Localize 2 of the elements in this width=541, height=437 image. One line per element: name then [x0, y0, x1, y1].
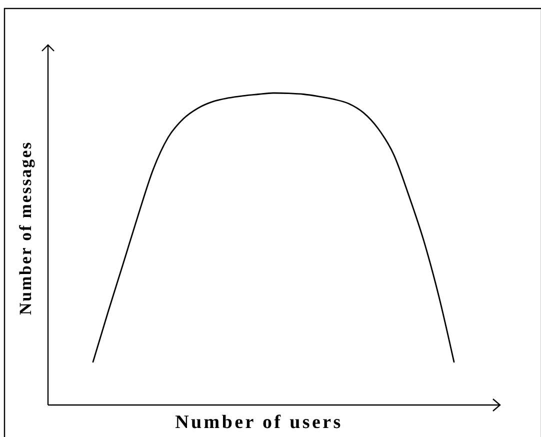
x-axis-title: Number of users [175, 412, 343, 433]
y-axis-title: Number of messages [16, 140, 35, 316]
